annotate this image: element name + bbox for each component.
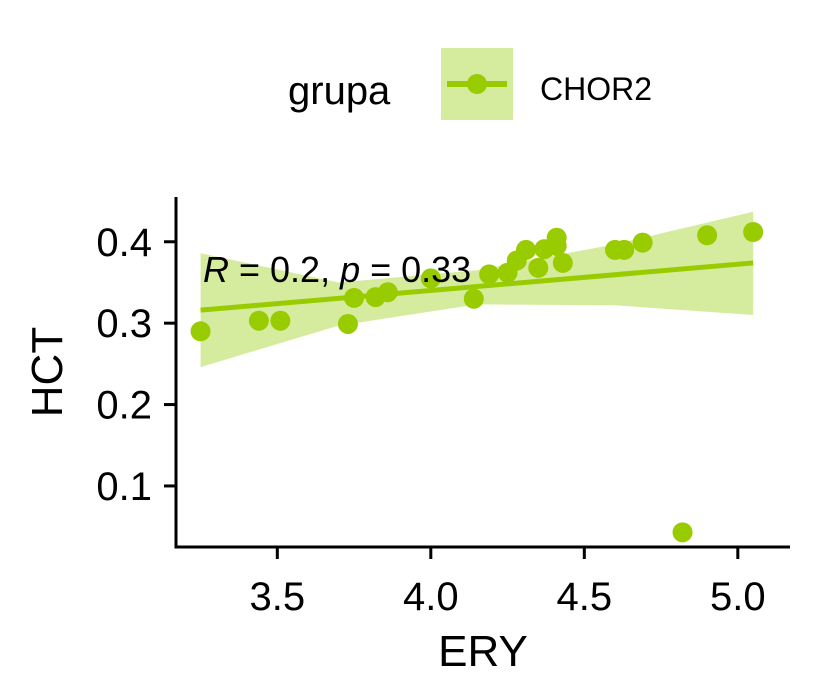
data-point-14 — [528, 257, 549, 278]
r-value-text: = 0.2, — [229, 249, 340, 290]
data-point-9 — [463, 288, 484, 309]
data-point-5 — [344, 287, 365, 308]
data-point-22 — [672, 522, 693, 543]
y-tick-label: 0.3 — [96, 302, 152, 346]
data-point-13 — [515, 239, 536, 260]
data-point-21 — [632, 232, 653, 253]
y-axis-label: HCT — [23, 327, 72, 417]
p-symbol: p — [339, 249, 360, 290]
data-point-23 — [697, 225, 718, 246]
plot-area: R = 0.2, p = 0.33 — [190, 211, 764, 543]
legend-title: grupa — [288, 69, 391, 113]
data-point-10 — [479, 264, 500, 285]
data-point-24 — [743, 222, 764, 242]
data-point-8 — [420, 268, 441, 289]
data-point-17 — [546, 227, 567, 248]
x-tick-label: 4.0 — [403, 575, 459, 619]
legend: grupa CHOR2 — [288, 48, 652, 120]
x-tick-label: 4.5 — [557, 575, 613, 619]
data-point-4 — [337, 313, 358, 334]
x-axis-label: ERY — [438, 627, 528, 676]
regression-line — [200, 260, 754, 313]
x-ticks: 3.5 4.0 4.5 5.0 — [250, 547, 766, 619]
data-point-2 — [248, 310, 269, 331]
data-point-20 — [614, 239, 635, 260]
y-tick-label: 0.4 — [96, 221, 152, 265]
x-tick-label: 5.0 — [710, 575, 766, 619]
data-point-18 — [552, 252, 573, 273]
data-point-3 — [270, 310, 291, 331]
r-symbol: R — [203, 249, 229, 290]
x-tick-label: 3.5 — [250, 575, 306, 619]
data-points — [190, 222, 764, 543]
correlation-annotation: R = 0.2, p = 0.33 — [203, 249, 471, 290]
y-tick-label: 0.1 — [96, 465, 152, 509]
axes: 3.5 4.0 4.5 5.0 0.1 0.2 0.3 0.4 ERY HCT — [23, 197, 790, 676]
p-value-text: = 0.33 — [360, 249, 471, 290]
y-ticks: 0.1 0.2 0.3 0.4 — [96, 221, 176, 509]
data-point-7 — [377, 282, 398, 303]
data-point-1 — [190, 321, 211, 342]
legend-entry-chor2: CHOR2 — [540, 71, 652, 107]
y-tick-label: 0.2 — [96, 384, 152, 428]
legend-key-point — [467, 74, 487, 94]
